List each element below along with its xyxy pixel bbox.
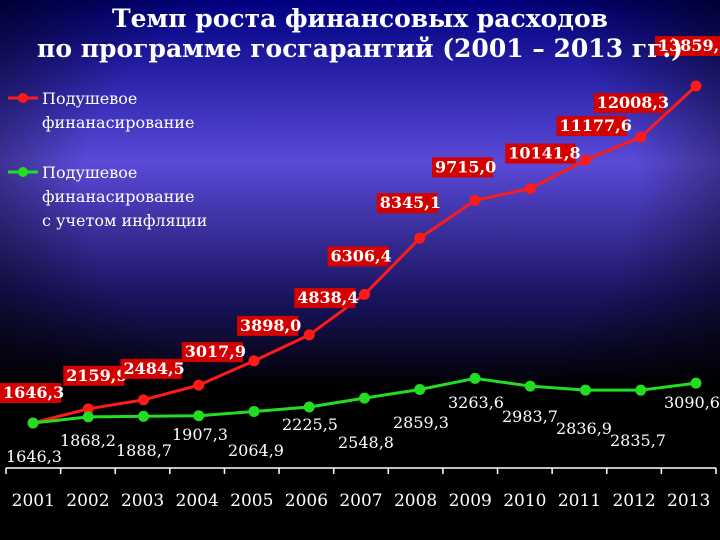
legend-text-green-0: Подушевое <box>42 163 137 182</box>
green-data-label-2001: 1646,3 <box>6 447 62 466</box>
green-point-2009 <box>469 372 481 384</box>
green-data-label-2003: 1888,7 <box>116 441 172 460</box>
legend-text-green-2: с учетом инфляции <box>42 211 207 230</box>
legend-marker-red <box>18 93 28 103</box>
red-label-bg <box>593 93 665 114</box>
red-point-2006 <box>303 329 315 341</box>
x-tick-label-2009: 2009 <box>449 491 492 511</box>
green-point-2008 <box>414 384 426 396</box>
x-tick-label-2013: 2013 <box>667 491 710 511</box>
green-point-2011 <box>580 384 591 396</box>
legend-text-green-1: финанасирование <box>42 187 194 206</box>
red-label-bg <box>505 143 576 164</box>
red-point-2013 <box>690 80 702 92</box>
title-line-1: Темп роста финансовых расходов <box>111 4 608 33</box>
green-point-2006 <box>303 401 315 413</box>
green-data-label-2008: 2859,3 <box>393 413 449 432</box>
title-line-2: по программе госгарантий (2001 – 2013 гг… <box>37 34 683 63</box>
green-point-2002 <box>82 411 94 423</box>
red-data-label-2005: 3898,0 <box>240 316 301 335</box>
red-data-label-2012: 12008,3 <box>597 93 669 112</box>
red-data-label-2003: 2484,5 <box>124 359 185 378</box>
green-point-2005 <box>248 405 260 417</box>
green-data-label-2006: 2225,5 <box>282 415 338 434</box>
red-point-2003 <box>138 394 149 406</box>
red-label-bg <box>237 315 299 336</box>
green-point-2003 <box>138 410 149 422</box>
x-tick-label-2008: 2008 <box>394 491 437 511</box>
red-point-2010 <box>524 183 536 195</box>
red-label-bg <box>556 115 627 136</box>
red-data-label-2001: 1646,3 <box>3 383 64 402</box>
green-data-label-2007: 2548,8 <box>338 433 394 452</box>
red-point-2008 <box>414 232 426 244</box>
x-tick-label-2004: 2004 <box>176 491 219 511</box>
red-label-bg <box>655 36 720 56</box>
x-tick-label-2005: 2005 <box>230 491 273 511</box>
x-tick-label-2006: 2006 <box>285 491 328 511</box>
red-label-bg <box>120 358 182 379</box>
green-point-2012 <box>635 384 647 396</box>
green-point-2001 <box>27 417 39 429</box>
red-data-label-2002: 2159,9 <box>66 366 127 385</box>
green-data-label-2005: 2064,9 <box>228 441 284 460</box>
legend-text-red-1: финанасирование <box>42 113 194 132</box>
x-tick-label-2012: 2012 <box>612 491 655 511</box>
red-data-label-2008: 8345,1 <box>380 193 441 212</box>
x-tick-label-2007: 2007 <box>339 491 382 511</box>
red-point-2005 <box>248 355 260 367</box>
green-data-label-2009: 3263,6 <box>448 393 504 412</box>
red-data-label-2009: 9715,0 <box>435 157 496 176</box>
red-label-bg <box>181 342 243 363</box>
legend-text-red-0: Подушевое <box>42 89 137 108</box>
red-data-label-2010: 10141,8 <box>508 144 580 163</box>
x-tick-label-2011: 2011 <box>558 491 601 511</box>
red-data-label-2011: 11177,6 <box>560 116 632 135</box>
red-point-2002 <box>82 403 94 415</box>
x-tick-label-2010: 2010 <box>503 491 546 511</box>
green-point-2004 <box>193 410 205 422</box>
red-data-label-2006: 4838,4 <box>297 288 358 307</box>
green-data-label-2013: 3090,6 <box>664 393 720 412</box>
green-data-label-2012: 2835,7 <box>610 431 666 450</box>
legend-marker-green <box>18 167 28 177</box>
green-data-label-2010: 2983,7 <box>502 407 558 426</box>
red-label-bg <box>432 157 494 178</box>
red-point-2012 <box>635 131 647 143</box>
red-data-label-2007: 6306,4 <box>331 246 392 265</box>
red-point-2011 <box>580 154 591 166</box>
red-point-2007 <box>359 288 370 300</box>
green-point-2007 <box>359 392 370 404</box>
red-data-label-2004: 3017,9 <box>185 342 246 361</box>
x-tick-label-2003: 2003 <box>121 491 164 511</box>
red-point-2009 <box>469 194 481 206</box>
chart-title: Темп роста финансовых расходов по програ… <box>0 4 720 64</box>
red-data-label-2013: 13859,0 <box>658 36 720 55</box>
green-data-label-2011: 2836,9 <box>556 419 612 438</box>
red-label-bg <box>63 365 125 386</box>
red-point-2004 <box>193 379 205 391</box>
red-label-bg <box>376 193 438 214</box>
green-point-2010 <box>524 380 536 392</box>
red-label-bg <box>327 246 389 267</box>
red-label-bg <box>0 383 62 403</box>
green-data-label-2004: 1907,3 <box>172 425 228 444</box>
green-point-2013 <box>690 377 702 389</box>
green-data-label-2002: 1868,2 <box>60 431 116 450</box>
red-label-bg <box>294 287 356 308</box>
x-tick-label-2001: 2001 <box>12 491 55 511</box>
x-tick-label-2002: 2002 <box>66 491 109 511</box>
